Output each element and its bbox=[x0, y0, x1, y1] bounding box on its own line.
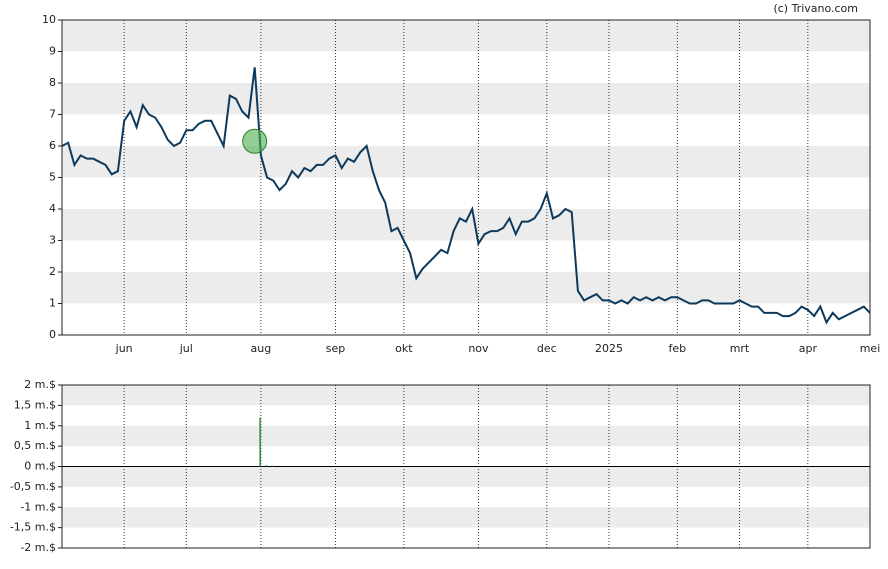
x-tick-label: sep bbox=[326, 342, 345, 355]
y-tick-label: 3 bbox=[49, 234, 56, 247]
y-tick-label: 1 m.$ bbox=[24, 419, 56, 432]
x-tick-label: mrt bbox=[730, 342, 750, 355]
volume-bar bbox=[259, 417, 261, 467]
x-tick-label: jun bbox=[115, 342, 133, 355]
x-tick-label: dec bbox=[537, 342, 557, 355]
y-tick-label: 1 bbox=[49, 297, 56, 310]
y-tick-label: 2 m.$ bbox=[24, 378, 56, 391]
x-tick-label: nov bbox=[468, 342, 489, 355]
y-tick-label: 9 bbox=[49, 45, 56, 58]
y-tick-label: 0 bbox=[49, 328, 56, 341]
grid-band bbox=[62, 83, 870, 115]
x-tick-label: okt bbox=[395, 342, 413, 355]
y-tick-label: 1,5 m.$ bbox=[14, 398, 56, 411]
grid-band bbox=[62, 425, 870, 447]
grid-band bbox=[62, 385, 870, 406]
y-tick-label: 0,5 m.$ bbox=[14, 439, 56, 452]
volume-bar bbox=[271, 465, 274, 467]
grid-band bbox=[62, 209, 870, 241]
x-tick-label: aug bbox=[251, 342, 272, 355]
x-tick-label: 2025 bbox=[595, 342, 623, 355]
y-tick-label: 10 bbox=[42, 13, 56, 26]
grid-band bbox=[62, 507, 870, 528]
y-tick-label: -1 m.$ bbox=[20, 500, 56, 513]
volume-bar bbox=[265, 465, 268, 467]
x-tick-label: feb bbox=[669, 342, 687, 355]
grid-band bbox=[62, 146, 870, 178]
y-tick-label: 8 bbox=[49, 76, 56, 89]
y-tick-label: 7 bbox=[49, 108, 56, 121]
x-tick-label: jul bbox=[179, 342, 193, 355]
event-marker bbox=[242, 128, 268, 154]
x-tick-label: apr bbox=[799, 342, 818, 355]
credit: (c) Trivano.com bbox=[773, 2, 858, 15]
y-tick-label: 4 bbox=[49, 202, 56, 215]
y-tick-label: -1,5 m.$ bbox=[10, 521, 56, 534]
y-tick-label: -2 m.$ bbox=[20, 541, 56, 554]
grid-band bbox=[62, 466, 870, 487]
y-tick-label: 2 bbox=[49, 265, 56, 278]
grid-band bbox=[62, 272, 870, 304]
plot-frame bbox=[61, 19, 871, 336]
price-line bbox=[61, 67, 871, 325]
y-tick-label: -0,5 m.$ bbox=[10, 480, 56, 493]
x-tick-label: mei bbox=[860, 342, 881, 355]
y-tick-label: 6 bbox=[49, 139, 56, 152]
y-tick-label: 5 bbox=[49, 171, 56, 184]
grid-band bbox=[62, 20, 870, 52]
y-tick-label: 0 m.$ bbox=[24, 460, 56, 473]
